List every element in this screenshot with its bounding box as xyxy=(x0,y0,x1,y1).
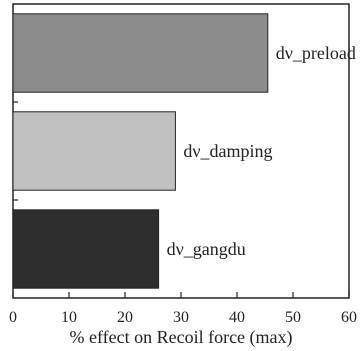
x-tick-label: 10 xyxy=(61,309,77,326)
bar-2 xyxy=(12,209,160,289)
x-tick-label: 0 xyxy=(9,309,17,326)
x-tick-label: 50 xyxy=(285,309,301,326)
x-axis-label: % effect on Recoil force (max) xyxy=(69,327,292,348)
x-tick-label: 30 xyxy=(173,309,189,326)
x-tick-label: 20 xyxy=(117,309,133,326)
bar-label-1: dν_damping xyxy=(183,141,272,161)
x-tick-label: 60 xyxy=(341,309,357,326)
bar-label-2: dν_gangdu xyxy=(167,239,246,259)
bar-1 xyxy=(12,111,176,191)
bar-0 xyxy=(12,13,269,93)
x-tick-label: 40 xyxy=(229,309,245,326)
bar-label-0: dν_preload xyxy=(276,43,356,63)
